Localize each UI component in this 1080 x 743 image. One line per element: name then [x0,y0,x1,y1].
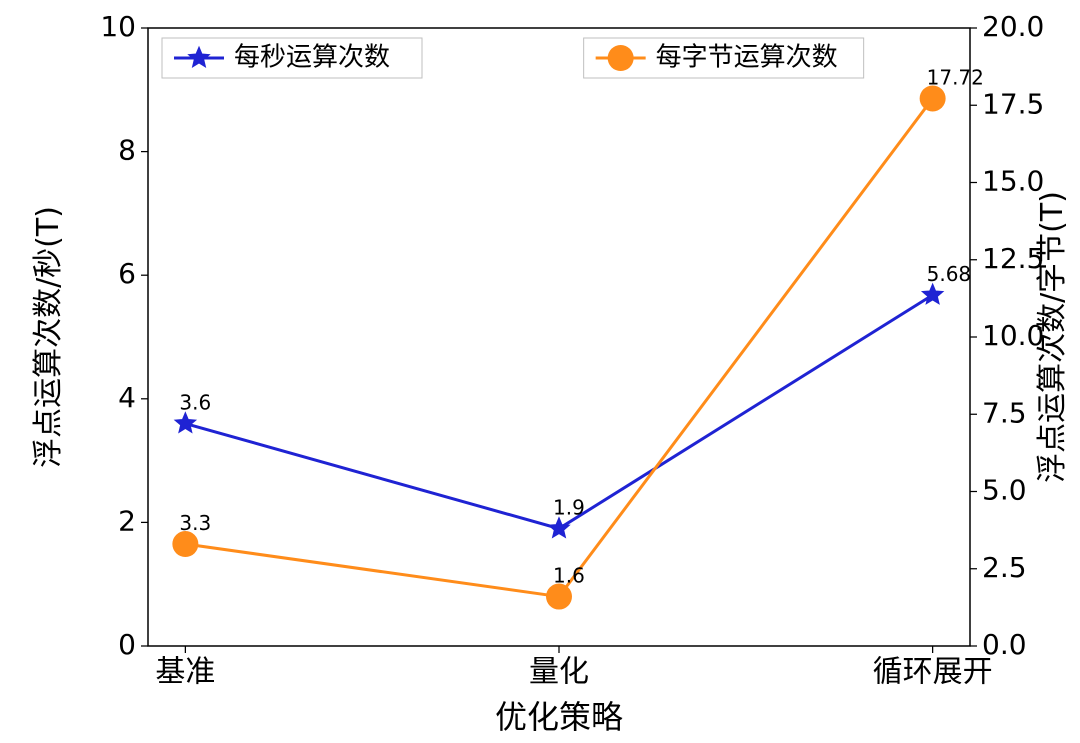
data-labels: 3.6 1.9 5.68 3.3 1.6 17.72 [179,65,984,587]
plot-border [148,28,970,646]
y-left-tick-label: 6 [118,257,136,290]
x-tick-label: 循环展开 [873,655,993,690]
y-left-tick-label: 0 [118,628,136,661]
y-left-tick-label: 4 [118,381,136,414]
data-point-label: 3.6 [179,391,211,415]
y-right-tick-label: 2.5 [982,551,1027,584]
y-right-tick-label: 7.5 [982,396,1027,429]
y-right-tick-label: 20.0 [982,10,1044,43]
data-point-label: 1.6 [553,564,585,588]
y-right-tick-label: 5.0 [982,474,1027,507]
y-left-label: 浮点运算次数/秒(T) [31,206,66,468]
legend-label: 每秒运算次数 [234,43,390,73]
data-point-label: 3.3 [179,511,211,535]
star-marker [549,518,570,538]
series-line-ops_per_sec [185,295,932,529]
legend: 每秒运算次数 每字节运算次数 [162,38,864,78]
dual-axis-line-chart: 0246810 0.02.55.07.510.012.515.017.520.0… [0,0,1080,743]
y-left-tick-label: 8 [118,134,136,167]
y-right-tick-label: 17.5 [982,87,1044,120]
y-left-tick-label: 10 [100,10,136,43]
y-left-tick-label: 2 [118,504,136,537]
y-right-axis: 0.02.55.07.510.012.515.017.520.0 [970,10,1044,661]
legend-circle-icon [608,45,634,71]
star-marker [175,413,196,433]
data-point-label: 5.68 [927,262,972,286]
data-point-label: 17.72 [927,65,984,89]
x-axis: 基准 量化 循环展开 [155,646,992,690]
x-label: 优化策略 [495,698,623,736]
data-point-label: 1.9 [553,496,585,520]
x-tick-label: 量化 [529,655,589,690]
x-tick-label: 基准 [155,655,215,690]
y-right-label: 浮点运算次数/字节(T) [1035,191,1070,483]
legend-label: 每字节运算次数 [656,43,838,73]
y-left-axis: 0 2 4 6 8 10 [100,10,148,661]
